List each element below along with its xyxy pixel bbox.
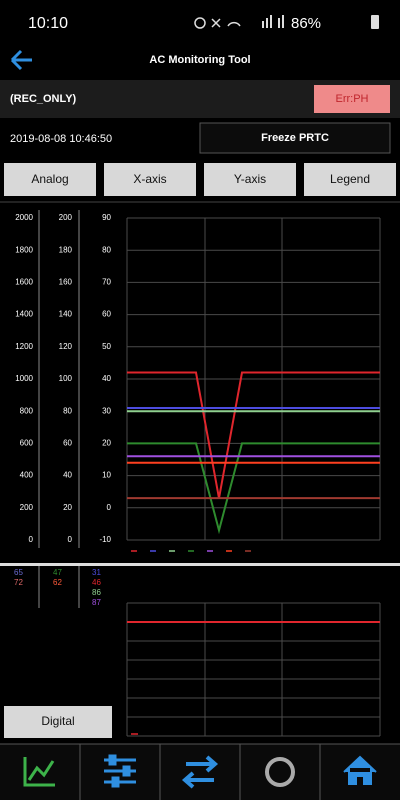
y-tick-label: 60 <box>63 439 72 448</box>
y-tick-label: 60 <box>102 310 111 319</box>
readout: 86 <box>92 588 101 597</box>
toolbar-button-label[interactable]: Legend <box>330 172 370 186</box>
y-tick-label: 140 <box>59 310 73 319</box>
readout: 65 <box>14 568 23 577</box>
timestamp: 2019-08-08 10:46:50 <box>10 133 112 145</box>
toolbar-button-label[interactable]: X-axis <box>133 172 166 186</box>
toolbar-button-label[interactable]: Analog <box>31 172 68 186</box>
freeze-button-label[interactable]: Freeze PRTC <box>261 132 329 144</box>
y-tick-label: 1000 <box>15 374 33 383</box>
y-tick-label: 20 <box>63 503 72 512</box>
error-button-label[interactable]: Err:PH <box>336 93 369 105</box>
nav-chart[interactable] <box>23 757 55 787</box>
readout: 87 <box>92 598 101 607</box>
y-tick-label: 20 <box>102 439 111 448</box>
readout: 47 <box>53 568 62 577</box>
series-line <box>127 371 380 499</box>
y-tick-label: 1800 <box>15 245 33 254</box>
y-tick-label: 40 <box>102 374 111 383</box>
y-tick-label: 160 <box>59 278 73 287</box>
y-tick-label: 0 <box>29 535 34 544</box>
readout: 72 <box>14 578 23 587</box>
header-title: AC Monitoring Tool <box>149 54 250 66</box>
y-tick-label: 400 <box>20 471 34 480</box>
freeze-button[interactable] <box>199 122 391 154</box>
toolbar-button[interactable] <box>4 163 96 196</box>
y-tick-label: 90 <box>102 213 111 222</box>
readout: 62 <box>53 578 62 587</box>
nav-swap[interactable] <box>181 755 219 789</box>
mode-label: (REC_ONLY) <box>10 93 77 105</box>
readout: 31 <box>92 568 101 577</box>
y-tick-label: 1600 <box>15 278 33 287</box>
y-tick-label: 200 <box>59 213 73 222</box>
y-tick-label: 0 <box>68 535 73 544</box>
y-tick-label: 70 <box>102 278 111 287</box>
y-tick-label: 50 <box>102 342 111 351</box>
y-tick-label: 180 <box>59 245 73 254</box>
y-tick-label: 120 <box>59 342 73 351</box>
y-tick-label: 1400 <box>15 310 33 319</box>
y-tick-label: 100 <box>59 374 73 383</box>
y-tick-label: 200 <box>20 503 34 512</box>
y-tick-label: 30 <box>102 406 111 415</box>
y-tick-label: 2000 <box>15 213 33 222</box>
toolbar-button[interactable] <box>104 163 196 196</box>
y-tick-label: 40 <box>63 471 72 480</box>
y-tick-label: 80 <box>102 245 111 254</box>
readout: 46 <box>92 578 101 587</box>
toolbar-button[interactable] <box>204 163 296 196</box>
error-button[interactable] <box>314 85 390 113</box>
panel-separator <box>0 563 400 566</box>
y-tick-label: 600 <box>20 439 34 448</box>
y-tick-label: 80 <box>63 406 72 415</box>
toolbar-button[interactable] <box>304 163 396 196</box>
y-tick-label: 1200 <box>15 342 33 351</box>
y-tick-label: 800 <box>20 406 34 415</box>
y-tick-label: 0 <box>107 503 112 512</box>
nav-home[interactable] <box>343 755 377 785</box>
status-time: 10:10 <box>28 15 68 32</box>
digital-button[interactable] <box>4 706 112 738</box>
digital-button-label[interactable]: Digital <box>41 714 74 728</box>
status-icons <box>194 15 379 29</box>
nav-settings[interactable] <box>104 754 136 788</box>
toolbar-button-label[interactable]: Y-axis <box>234 172 266 186</box>
bottom-nav <box>0 743 400 800</box>
status-battery: 86% <box>291 15 321 32</box>
y-tick-label: 10 <box>102 471 111 480</box>
series-line <box>127 442 380 535</box>
back-button[interactable] <box>10 49 32 71</box>
y-tick-label: -10 <box>99 535 111 544</box>
nav-home-circle[interactable] <box>265 757 295 787</box>
